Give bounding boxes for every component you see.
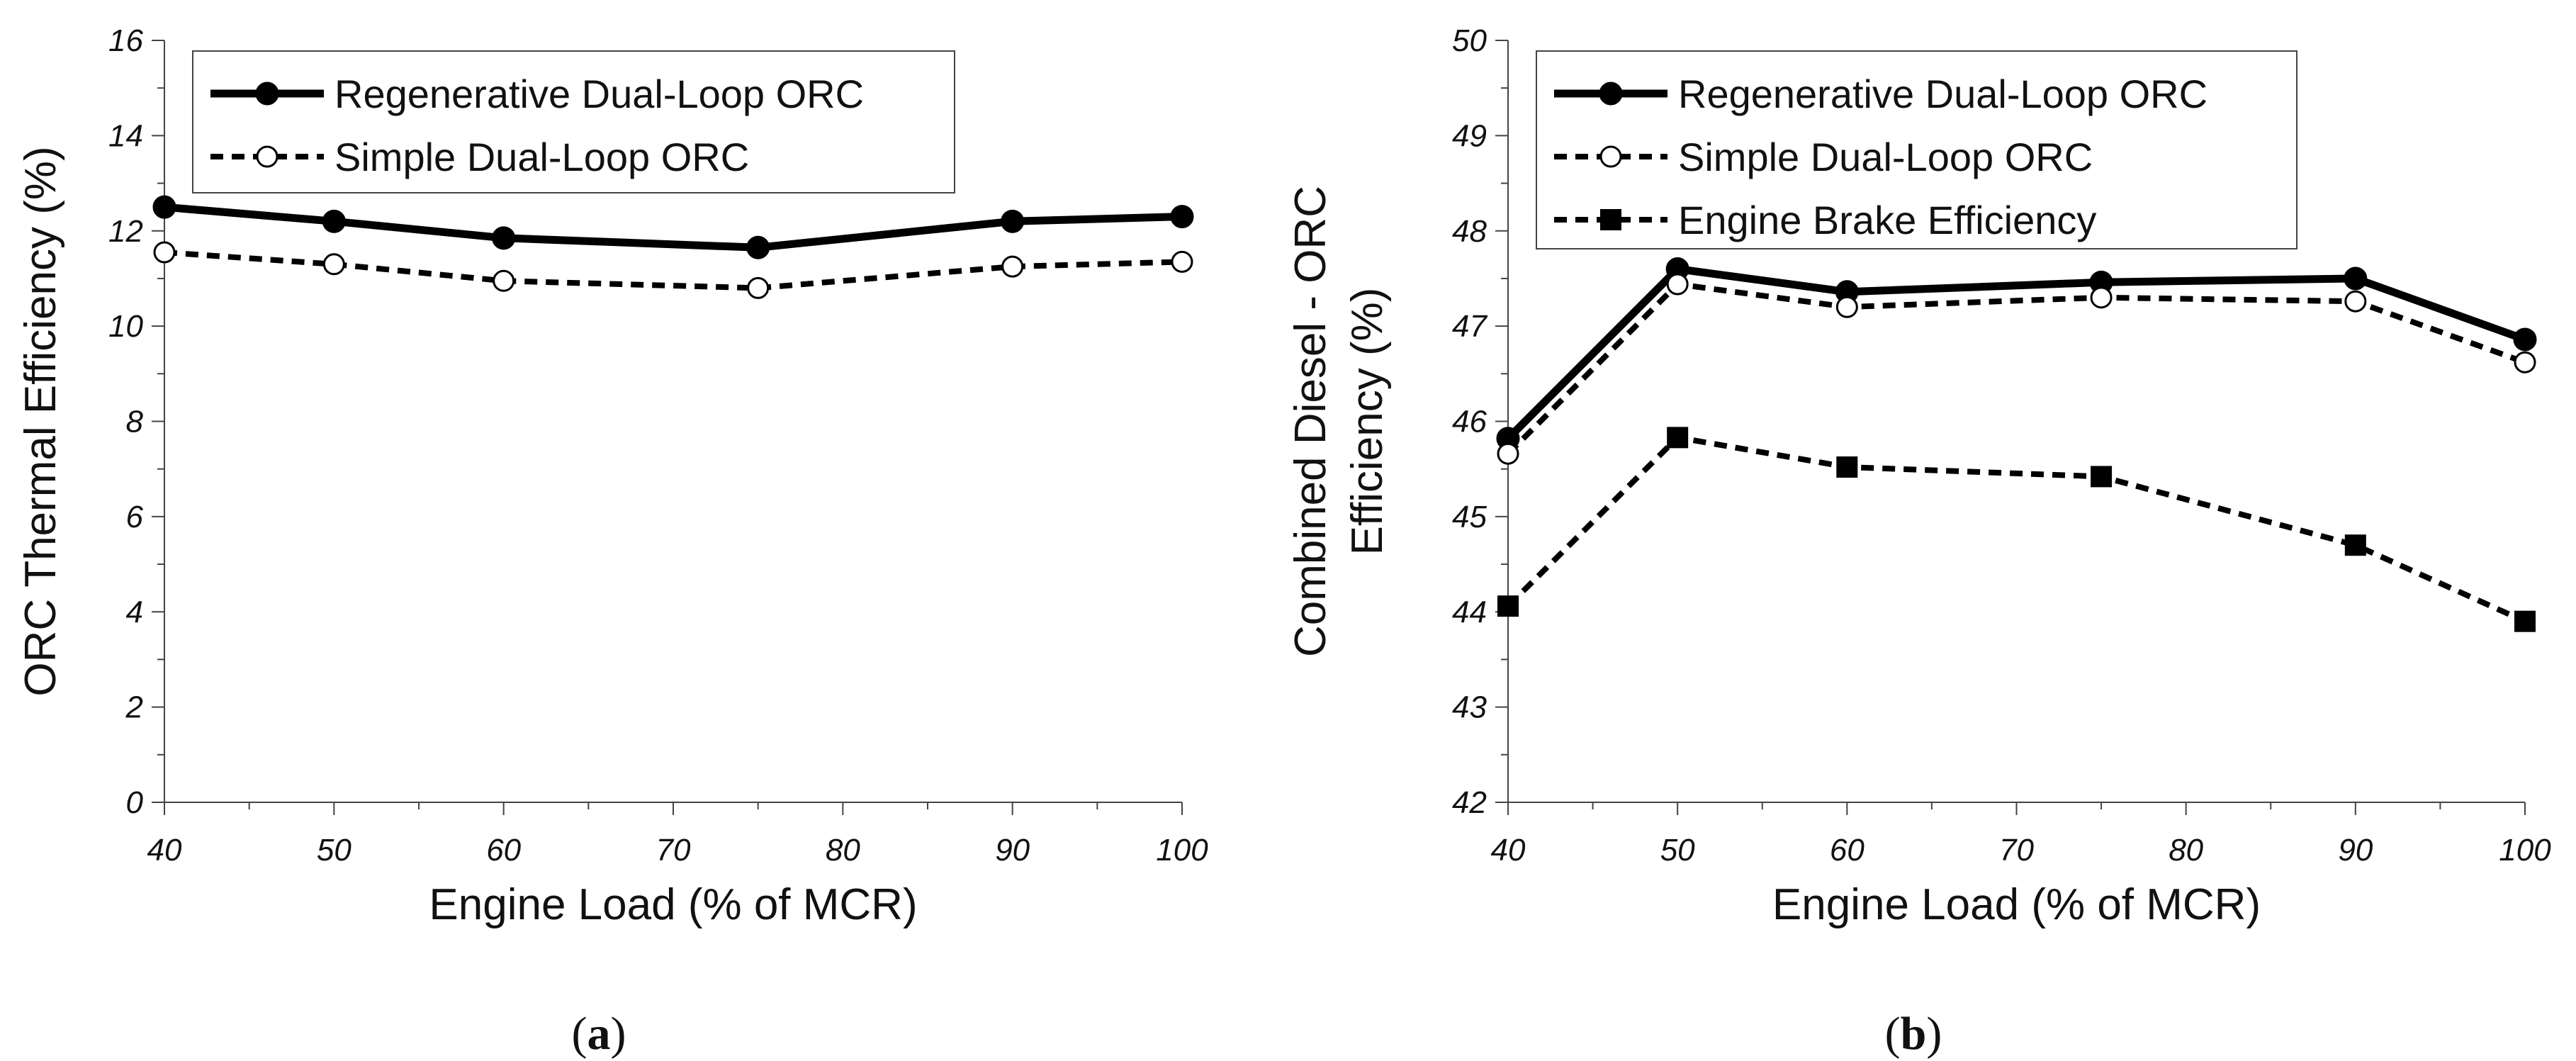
panel-a-series-simple-dual-loop-orc-point: [153, 241, 176, 264]
panel-b-y-axis-label-line1: Combined Diesel - ORC: [1286, 186, 1335, 657]
panel-a-series-regenerative-dual-loop-orc-point: [152, 195, 176, 219]
panel-b-legend-entry-regenerative-dual-loop-orc-label: Regenerative Dual-Loop ORC: [1678, 72, 2207, 116]
panel-b-y-tick-label: 47: [1452, 309, 1487, 344]
panel-b-series-simple-dual-loop-orc-point: [1666, 273, 1689, 296]
panel-a-series-simple-dual-loop-orc-line: [164, 249, 1183, 291]
panel-a-series-regenerative-dual-loop-orc-point: [746, 235, 770, 259]
panel-b-series-engine-brake-efficiency-line: [1506, 434, 2526, 624]
panel-a-series-regenerative-dual-loop-orc-point: [1001, 209, 1025, 233]
panel-a-x-tick-label: 50: [317, 833, 351, 868]
panel-a-series-simple-dual-loop-orc-point: [747, 276, 770, 299]
panel-b-x-tick-label: 60: [1830, 833, 1864, 868]
panel-b-series-engine-brake-efficiency-point: [1667, 427, 1689, 449]
panel-a-x-axis-label: Engine Load (% of MCR): [429, 880, 917, 929]
panel-b-legend-entry-simple-dual-loop-orc-label: Simple Dual-Loop ORC: [1678, 135, 2093, 179]
panel-b-y-tick-label: 50: [1452, 23, 1487, 58]
panel-a-legend-box: [192, 50, 955, 193]
panel-a-legend-entry-simple-dual-loop-orc-label: Simple Dual-Loop ORC: [334, 135, 749, 179]
panel-b-legend-entry-engine-brake-efficiency: Engine Brake Efficiency: [1554, 198, 2096, 242]
panel-b-series-simple-dual-loop-orc-line: [1506, 281, 2526, 456]
panel-a-y-tick-label: 0: [126, 785, 144, 820]
panel-b-legend-entry-regenerative-dual-loop-orc-marker: [1599, 82, 1623, 106]
panel-b-x-tick-label: 40: [1491, 833, 1526, 868]
panel-b-x-tick-label: 80: [2169, 833, 2203, 868]
panel-b-y-tick-label: 44: [1452, 595, 1487, 629]
panel-a-y-tick-label: 16: [108, 23, 143, 58]
panel-b-y-tick-label: 49: [1452, 118, 1487, 153]
panel-b-legend-entry-regenerative-dual-loop-orc: Regenerative Dual-Loop ORC: [1554, 72, 2207, 116]
panel-b-series-engine-brake-efficiency-point: [2514, 610, 2536, 632]
panel-a-x-tick-label: 100: [1156, 833, 1208, 868]
panel-a-y-tick-label: 6: [126, 500, 144, 534]
panel-a-series-simple-dual-loop-orc: [153, 241, 1193, 299]
panel-a-y-tick-label: 14: [108, 118, 143, 153]
panel-a-series-regenerative-dual-loop-orc-line: [164, 203, 1183, 252]
panel-b-y-axis-label-line2: Efficiency (%): [1343, 288, 1392, 556]
panel-a-y-tick-label: 2: [125, 690, 143, 725]
panel-b-y-tick-label: 43: [1452, 690, 1487, 725]
panel-a-legend-entry-regenerative-dual-loop-orc-label: Regenerative Dual-Loop ORC: [334, 72, 864, 116]
panel-b-series-engine-brake-efficiency-point: [1497, 595, 1519, 617]
panel-a-legend-entry-simple-dual-loop-orc-marker: [256, 145, 279, 168]
panel-b-legend-entry-simple-dual-loop-orc-marker: [1599, 145, 1622, 168]
panel-a-y-tick-label: 4: [126, 595, 143, 629]
panel-b-series-simple-dual-loop-orc-point: [2344, 290, 2367, 313]
panel-b-y-tick-label: 48: [1452, 214, 1487, 249]
panel-b-y-tick-label: 46: [1452, 405, 1487, 439]
panel-a-y-tick-label: 12: [108, 214, 143, 249]
panel-b-label: (b): [1885, 1008, 1942, 1060]
panel-b-series-engine-brake-efficiency-point: [2091, 466, 2113, 488]
panel-b-series-simple-dual-loop-orc: [1497, 273, 2536, 465]
panel-a-series-regenerative-dual-loop-orc-point: [322, 209, 346, 233]
panel-a-chart: 40 50 60 70 80 90 100 0 2 4 6 8 10 12 14 16 Engine Load …: [16, 23, 1208, 929]
panel-b-series-simple-dual-loop-orc-point: [2514, 351, 2536, 374]
panel-a-legend-entry-regenerative-dual-loop-orc-marker: [255, 82, 279, 106]
panel-b-legend-entry-engine-brake-efficiency-marker: [1600, 209, 1621, 230]
panel-b-series-regenerative-dual-loop-orc-point: [2344, 266, 2368, 291]
panel-b-legend-box: [1536, 50, 2297, 249]
panel-b-x-tick-label: 100: [2499, 833, 2551, 868]
panel-b-legend: Regenerative Dual-Loop ORC Simple Dual-Lo…: [1536, 50, 2297, 249]
panel-a-series-regenerative-dual-loop-orc-point: [492, 226, 516, 250]
panel-b-series-simple-dual-loop-orc-point: [1497, 442, 1519, 465]
panel-b-x-axis-label: Engine Load (% of MCR): [1772, 880, 2261, 929]
panel-a-x-tick-label: 80: [826, 833, 860, 868]
panel-b-chart: 40 50 60 70 80 90 100 42 43 44 45 46 47 48 49 50 Engine …: [1286, 23, 2551, 929]
panel-b-series-regenerative-dual-loop-orc-line: [1505, 265, 2526, 442]
panel-a-series-simple-dual-loop-orc-point: [322, 253, 345, 276]
panel-a-legend: Regenerative Dual-Loop ORC Simple Dual-Lo…: [192, 50, 955, 193]
panel-a-series-regenerative-dual-loop-orc-point: [1170, 205, 1194, 229]
panel-a-series-simple-dual-loop-orc-point: [1171, 250, 1193, 273]
panel-b-series-regenerative-dual-loop-orc-point: [2513, 327, 2537, 352]
panel-b-x-tick-label: 90: [2338, 833, 2373, 868]
panel-b-series-regenerative-dual-loop-orc: [1496, 257, 2537, 451]
panel-a-label: (a): [572, 1008, 626, 1060]
panel-a-x-tick-label: 70: [656, 833, 691, 868]
panel-b-series-engine-brake-efficiency-point: [2344, 534, 2366, 556]
panel-a-x-tick-label: 40: [147, 833, 182, 868]
panel-b-series-simple-dual-loop-orc-point: [1835, 296, 1858, 318]
panel-b-series-simple-dual-loop-orc-point: [2090, 286, 2113, 309]
panel-b-series-engine-brake-efficiency: [1497, 427, 2536, 632]
panel-a-series-regenerative-dual-loop-orc: [152, 195, 1194, 259]
panel-a-series-simple-dual-loop-orc-point: [1001, 255, 1024, 278]
panel-b-x-tick-label: 50: [1660, 833, 1695, 868]
panel-a-y-tick-label: 10: [108, 309, 143, 344]
panel-a-y-axis-label: ORC Thermal Efficiency (%): [16, 146, 65, 696]
panel-a-x-tick-label: 60: [486, 833, 521, 868]
panel-b-x-tick-label: 70: [1999, 833, 2034, 868]
panel-b-legend-entry-engine-brake-efficiency-label: Engine Brake Efficiency: [1678, 198, 2096, 242]
panel-b-series-engine-brake-efficiency-point: [1836, 456, 1858, 478]
panel-a-x-tick-label: 90: [995, 833, 1030, 868]
panel-a-y-tick-label: 8: [126, 405, 144, 439]
panel-a-legend-entry-simple-dual-loop-orc: Simple Dual-Loop ORC: [210, 135, 749, 179]
panel-b-y-tick-label: 42: [1452, 785, 1487, 820]
panel-a-series-simple-dual-loop-orc-point: [493, 269, 515, 292]
panel-b-legend-entry-simple-dual-loop-orc: Simple Dual-Loop ORC: [1554, 135, 2093, 179]
panel-b-y-tick-label: 45: [1452, 500, 1487, 534]
panel-a-legend-entry-regenerative-dual-loop-orc: Regenerative Dual-Loop ORC: [210, 72, 864, 116]
